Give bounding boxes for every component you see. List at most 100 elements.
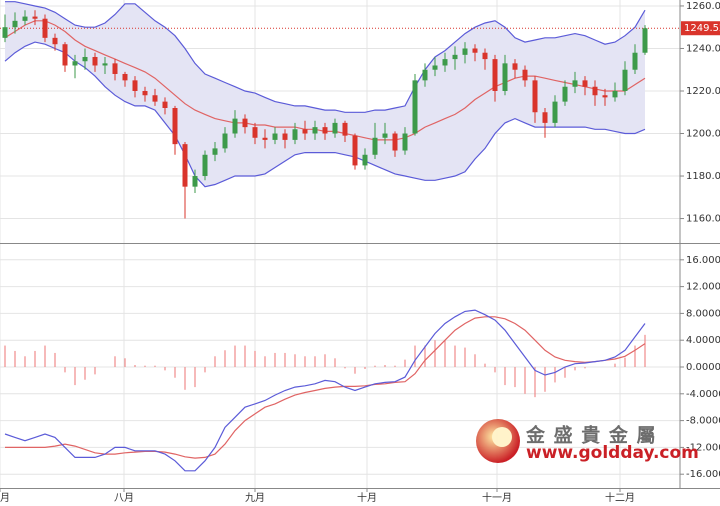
candle-body: [212, 148, 218, 155]
candle-body: [552, 101, 558, 123]
candle-body: [562, 86, 568, 102]
candle-body: [442, 59, 448, 66]
candle-body: [222, 133, 228, 149]
candle-body: [402, 133, 408, 151]
band-area: [5, 1, 645, 187]
y-tick-label: 16.0000: [686, 255, 720, 266]
candle-body: [132, 80, 138, 91]
candle-body: [122, 73, 128, 81]
candle-body: [422, 69, 428, 81]
candle-body: [372, 137, 378, 155]
candle-body: [632, 52, 638, 70]
y-tick-label: 1240.00: [686, 43, 720, 54]
candle-body: [642, 28, 648, 53]
candle-body: [262, 137, 268, 140]
dif-line: [4, 309, 646, 472]
candle-body: [102, 63, 108, 66]
candle-body: [362, 154, 368, 166]
candle-body: [412, 80, 418, 134]
y-tick-label: 8.0000: [686, 308, 720, 319]
x-tick-label: 十月: [357, 491, 377, 504]
y-tick-label: 1180.00: [686, 171, 720, 182]
candle-body: [272, 133, 278, 140]
candle-body: [592, 86, 598, 96]
candle-body: [152, 95, 158, 102]
candle-body: [42, 18, 48, 38]
candle-body: [32, 16, 38, 19]
candle-body: [572, 80, 578, 87]
candle-body: [512, 63, 518, 70]
candle-body: [282, 133, 288, 140]
candle-body: [202, 154, 208, 177]
candle-body: [542, 112, 548, 123]
candle-body: [92, 56, 98, 66]
y-tick-label: 1200.00: [686, 129, 720, 140]
candle-body: [432, 65, 438, 70]
candle-body: [62, 44, 68, 66]
band-upper: [5, 1, 646, 113]
watermark-name: 金 盛 貴 金 屬: [525, 424, 656, 447]
candle-body: [302, 129, 308, 134]
candle-body: [612, 90, 618, 98]
candle-body: [332, 122, 338, 134]
logo-core: [492, 427, 512, 447]
candle-body: [252, 127, 258, 138]
candle-body: [382, 133, 388, 138]
y-tick-label: -16.0000: [686, 469, 720, 480]
candle-body: [172, 108, 178, 145]
y-tick-label: 1260.00: [686, 1, 720, 12]
y-tick-label: 1160.00: [686, 214, 720, 225]
candle-body: [462, 48, 468, 55]
candle-body: [292, 129, 298, 140]
y-tick-label: 4.0000: [686, 335, 720, 346]
x-tick-label: 十一月: [482, 491, 512, 504]
dea-line: [5, 316, 646, 459]
y-tick-label: -4.0000: [686, 389, 720, 400]
candle-body: [482, 52, 488, 60]
x-tick-label: 十二月: [605, 491, 635, 504]
x-tick-label: 九月: [245, 492, 265, 504]
band-lower: [4, 41, 646, 188]
candle-body: [392, 133, 398, 151]
x-tick-label: 八月: [114, 492, 134, 504]
candle-body: [2, 27, 8, 38]
candle-body: [192, 176, 198, 187]
candle-body: [142, 90, 148, 96]
x-tick-label: 七月: [0, 492, 10, 504]
last-price-box: [681, 21, 720, 36]
candle-body: [72, 61, 78, 66]
candle-body: [472, 48, 478, 53]
price-panel: [0, 1, 680, 219]
y-tick-label: -12.0000: [686, 442, 720, 453]
candle-body: [322, 127, 328, 134]
candle-body: [342, 122, 348, 136]
candle-body: [582, 80, 588, 87]
candle-body: [622, 69, 628, 91]
candle-body: [492, 59, 498, 91]
watermark: 金 盛 貴 金 屬 www.goldday.com: [476, 419, 699, 463]
candle-body: [112, 63, 118, 74]
y-tick-label: -8.0000: [686, 416, 720, 427]
candle-body: [502, 63, 508, 91]
candle-body: [182, 144, 188, 187]
macd-panel: [4, 309, 646, 472]
candle-body: [452, 54, 458, 60]
y-tick-label: 1220.00: [686, 86, 720, 97]
candle-body: [162, 101, 168, 108]
candle-body: [232, 118, 238, 134]
candle-body: [12, 20, 18, 28]
candle-body: [532, 80, 538, 113]
last-price-label: 1249.52: [684, 23, 720, 34]
candle-body: [242, 118, 248, 128]
candle-body: [602, 95, 608, 98]
candle-body: [82, 56, 88, 62]
labels: 1249.52: [681, 21, 720, 36]
y-tick-label: 12.0000: [686, 282, 720, 293]
watermark-url: www.goldday.com: [526, 443, 699, 463]
y-tick-label: 0.0000: [686, 362, 720, 373]
candle-body: [52, 37, 58, 45]
candle-body: [352, 135, 358, 166]
